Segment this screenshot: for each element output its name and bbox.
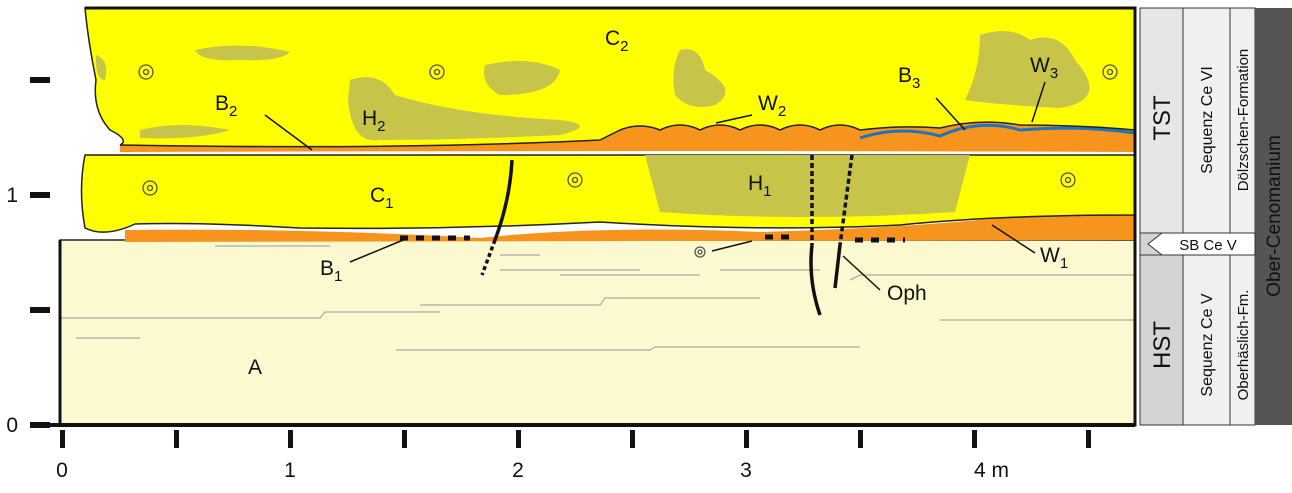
label-text: A (248, 356, 262, 379)
x-tick (858, 430, 863, 448)
x-tick (972, 430, 977, 448)
label-sub: 2 (778, 103, 786, 120)
x-tick (630, 430, 635, 448)
column-label: Dölzschen-Formation (1235, 49, 1252, 192)
label-text: W (1030, 54, 1050, 77)
y-tick (30, 77, 50, 83)
column-label: Oberhäslich-Fm. (1235, 290, 1252, 401)
label-sub: 1 (763, 183, 771, 200)
x-tick (60, 430, 65, 448)
column-label: TST (1149, 95, 1176, 141)
boundary-label: SB Ce V (1179, 237, 1237, 254)
label-text: W (1040, 244, 1060, 267)
label-sub: 1 (334, 268, 342, 285)
column-label: HST (1149, 321, 1176, 369)
y-tick-label: 1 (6, 184, 18, 207)
x-tick (402, 430, 407, 448)
label-sub: 1 (1060, 255, 1068, 272)
y-tick (30, 422, 50, 428)
y-tick (30, 192, 50, 198)
label-sub: 2 (620, 38, 628, 55)
column-label: Sequenz Ce V (1199, 293, 1216, 397)
label-sub: 2 (229, 103, 237, 120)
y-tick-label: 0 (6, 414, 18, 437)
label-sub: 3 (1050, 65, 1058, 82)
x-tick-label: 0 (56, 459, 68, 482)
label-text: H (362, 107, 377, 130)
label-text: B (898, 64, 912, 87)
label-text: B (320, 257, 334, 280)
x-tick-label: 2 (512, 459, 524, 482)
x-tick (744, 430, 749, 448)
label-text: Oph (887, 282, 927, 305)
column-label: Ober-Cenomanium (1264, 135, 1285, 297)
x-tick-label: 3 (740, 459, 752, 482)
column-label: Sequenz Ce VI (1199, 66, 1216, 174)
label-text: W (758, 92, 778, 115)
x-tick (516, 430, 521, 448)
label-sub: 3 (912, 75, 920, 92)
x-tick-label: 1 (284, 459, 296, 482)
y-tick (30, 307, 50, 313)
label-text: B (215, 92, 229, 115)
x-axis (50, 423, 1135, 427)
label-sub: 2 (377, 118, 385, 135)
label-text: C (605, 27, 620, 50)
x-tick (174, 430, 179, 448)
layer-label: A (248, 356, 262, 379)
x-tick (288, 430, 293, 448)
strata (60, 8, 1135, 425)
diagram: C2B2H2W2B3W3C1H1B1W1OphA 1001234 m TSTHS… (0, 0, 1292, 488)
x-tick (1086, 430, 1091, 448)
x-tick-label: 4 m (974, 459, 1009, 482)
label-text: C (370, 184, 385, 207)
layer-label: Oph (887, 282, 927, 305)
label-text: H (748, 172, 763, 195)
label-sub: 1 (385, 195, 393, 212)
